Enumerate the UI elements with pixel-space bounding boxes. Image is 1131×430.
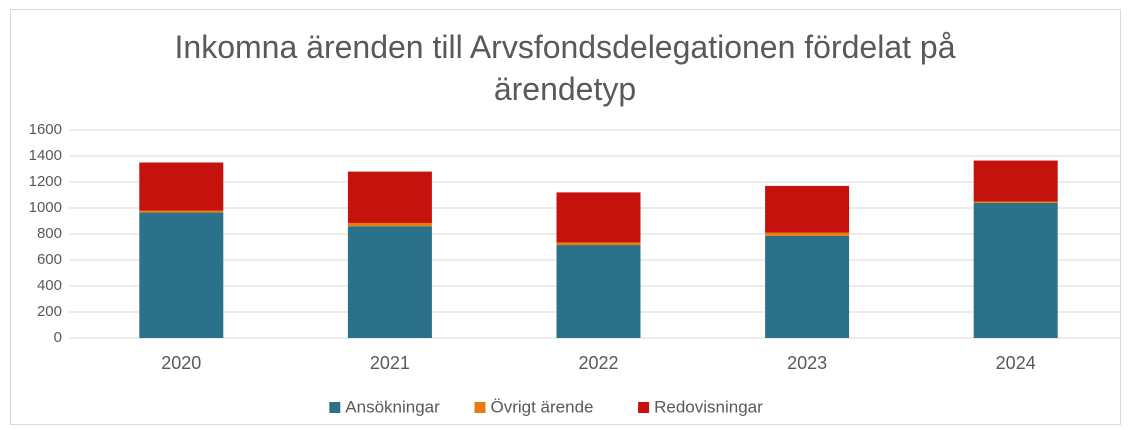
legend-label: Ansökningar bbox=[345, 397, 440, 416]
y-tick-label: 200 bbox=[37, 303, 62, 320]
bar-segment bbox=[973, 160, 1058, 202]
bar-segment bbox=[139, 212, 224, 338]
y-tick-label: 1000 bbox=[29, 199, 62, 216]
y-tick-label: 1400 bbox=[29, 147, 62, 164]
bar-segment bbox=[973, 202, 1058, 338]
legend-swatch bbox=[474, 402, 486, 413]
bar-segment bbox=[347, 222, 432, 227]
x-tick-label: 2022 bbox=[578, 353, 618, 373]
legend-swatch bbox=[329, 402, 341, 413]
x-tick-label: 2024 bbox=[996, 353, 1036, 373]
bar-segment bbox=[139, 162, 224, 211]
x-tick-label: 2021 bbox=[370, 353, 410, 373]
bar-segment bbox=[765, 232, 850, 236]
y-tick-label: 400 bbox=[37, 277, 62, 294]
legend-swatch bbox=[638, 402, 650, 413]
y-tick-label: 600 bbox=[37, 251, 62, 268]
bar-segment bbox=[139, 210, 224, 213]
x-tick-label: 2020 bbox=[161, 353, 201, 373]
y-tick-label: 0 bbox=[54, 329, 62, 346]
chart-title: Inkomna ärenden till Arvsfondsdelegation… bbox=[174, 29, 956, 107]
bar-segment bbox=[347, 226, 432, 338]
legend-label: Övrigt ärende bbox=[491, 397, 594, 416]
bar-segment bbox=[556, 242, 641, 246]
bar-segment bbox=[765, 185, 850, 233]
bar-segment bbox=[556, 245, 641, 338]
y-tick-label: 1600 bbox=[29, 121, 62, 138]
x-tick-label: 2023 bbox=[787, 353, 827, 373]
legend-label: Redovisningar bbox=[654, 397, 763, 416]
bar-segment bbox=[556, 192, 641, 243]
bar-segment bbox=[973, 201, 1058, 203]
y-tick-label: 800 bbox=[37, 225, 62, 242]
bar-segment bbox=[347, 171, 432, 223]
bar-segment bbox=[765, 235, 850, 338]
chart-border bbox=[10, 9, 1121, 425]
y-tick-label: 1200 bbox=[29, 173, 62, 190]
